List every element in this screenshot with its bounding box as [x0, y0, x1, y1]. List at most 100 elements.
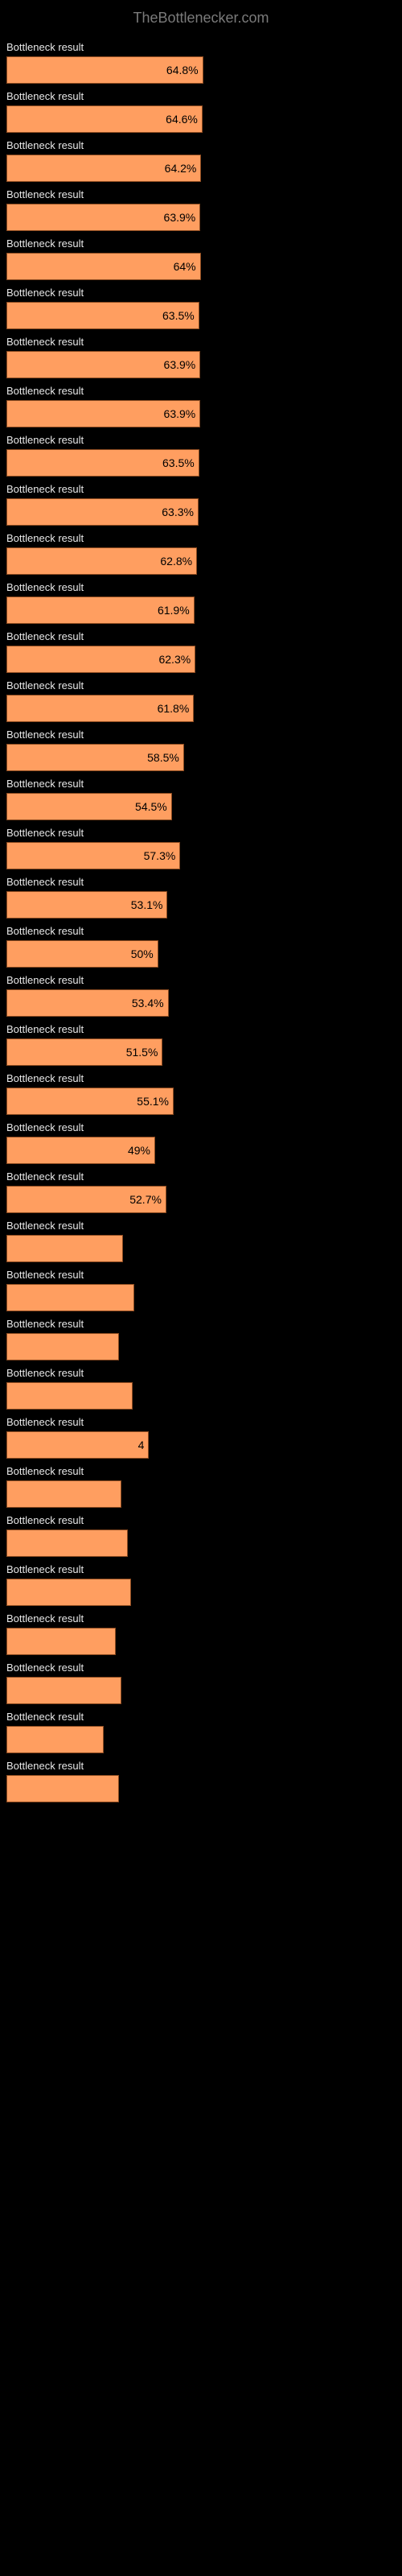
chart-row: Bottleneck result51.5% — [6, 1023, 396, 1066]
chart-row: Bottleneck result 62.3% — [6, 630, 396, 673]
chart-row: Bottleneck result — [6, 1612, 396, 1655]
bar-track — [6, 1235, 396, 1262]
row-label: Bottleneck result — [6, 434, 396, 446]
bar-track — [6, 1726, 396, 1753]
bar-fill — [6, 1431, 149, 1459]
row-label: Bottleneck result — [6, 287, 396, 299]
bar-track — [6, 1382, 396, 1410]
bar-fill — [6, 1333, 119, 1360]
bar-value: 52.7% — [129, 1193, 162, 1206]
row-label: Bottleneck result — [6, 41, 396, 53]
bar-track: 58.5% — [6, 744, 396, 771]
row-label: Bottleneck result — [6, 1121, 396, 1133]
row-label: Bottleneck result — [6, 1367, 396, 1379]
bar-value: 62.8% — [160, 555, 192, 568]
bar-fill — [6, 1579, 131, 1606]
bar-value: 64.6% — [166, 113, 198, 126]
bar-value: 53.4% — [132, 997, 164, 1009]
bar-track: 64.6% — [6, 105, 396, 133]
row-label: Bottleneck result — [6, 483, 396, 495]
row-label: Bottleneck result — [6, 630, 396, 642]
bar-track — [6, 1677, 396, 1704]
bar-track: 61.8% — [6, 695, 396, 722]
bar-track: 62.8% — [6, 547, 396, 575]
page-header: TheBottlenecker.com — [6, 10, 396, 27]
bar-track: 63.5% — [6, 449, 396, 477]
row-label: Bottleneck result — [6, 974, 396, 986]
bar-fill — [6, 1284, 134, 1311]
row-label: Bottleneck result — [6, 1318, 396, 1330]
bar-fill — [6, 1480, 121, 1508]
bar-track: 57.3% — [6, 842, 396, 869]
chart-row: Bottleneck result — [6, 1318, 396, 1360]
row-label: Bottleneck result — [6, 1023, 396, 1035]
bar-fill — [6, 253, 201, 280]
row-label: Bottleneck result — [6, 1465, 396, 1477]
bar-value: 53.1% — [131, 898, 163, 911]
bar-value: 54.5% — [135, 800, 167, 813]
bar-track: 50% — [6, 940, 396, 968]
row-label: Bottleneck result — [6, 1711, 396, 1723]
row-label: Bottleneck result — [6, 1514, 396, 1526]
chart-row: Bottleneck result 53.1% — [6, 876, 396, 919]
bar-track — [6, 1628, 396, 1655]
chart-row: Bottleneck result 58.5% — [6, 729, 396, 771]
chart-row: Bottleneck result 64.6% — [6, 90, 396, 133]
site-title: TheBottlenecker.com — [133, 10, 269, 26]
bar-fill — [6, 1726, 104, 1753]
chart-row: Bottleneck result 64% — [6, 237, 396, 280]
row-label: Bottleneck result — [6, 139, 396, 151]
row-label: Bottleneck result — [6, 876, 396, 888]
chart-row: Bottleneck result — [6, 1269, 396, 1311]
bar-value: 63.3% — [162, 506, 194, 518]
chart-row: Bottleneck result 64.2% — [6, 139, 396, 182]
bar-value: 49% — [128, 1144, 150, 1157]
bar-value: 64.2% — [165, 162, 197, 175]
bar-value: 64.8% — [166, 64, 199, 76]
row-label: Bottleneck result — [6, 188, 396, 200]
bar-track — [6, 1480, 396, 1508]
bar-value: 63.9% — [164, 358, 196, 371]
row-label: Bottleneck result — [6, 532, 396, 544]
bar-value: 64% — [174, 260, 196, 273]
bar-value: 63.9% — [164, 211, 196, 224]
chart-row: Bottleneck result 52.7% — [6, 1170, 396, 1213]
chart-row: Bottleneck result 53.4% — [6, 974, 396, 1017]
row-label: Bottleneck result — [6, 1072, 396, 1084]
chart-row: Bottleneck result63.9% — [6, 385, 396, 427]
chart-row: Bottleneck result4 — [6, 1416, 396, 1459]
bar-track: 54.5% — [6, 793, 396, 820]
bar-track — [6, 1284, 396, 1311]
row-label: Bottleneck result — [6, 1170, 396, 1183]
bar-track: 52.7% — [6, 1186, 396, 1213]
bar-track: 49% — [6, 1137, 396, 1164]
chart-row: Bottleneck result61.8% — [6, 679, 396, 722]
bar-track: 62.3% — [6, 646, 396, 673]
chart-row: Bottleneck result — [6, 1662, 396, 1704]
bar-fill — [6, 1382, 133, 1410]
bar-value: 63.5% — [162, 456, 195, 469]
chart-row: Bottleneck result57.3% — [6, 827, 396, 869]
chart-row: Bottleneck result 64.8% — [6, 41, 396, 84]
row-label: Bottleneck result — [6, 581, 396, 593]
bar-value: 63.9% — [164, 407, 196, 420]
bar-track: 63.9% — [6, 400, 396, 427]
bar-value: 62.3% — [158, 653, 191, 666]
row-label: Bottleneck result — [6, 729, 396, 741]
row-label: Bottleneck result — [6, 925, 396, 937]
chart-row: Bottleneck result 63.9% — [6, 188, 396, 231]
bar-value: 61.8% — [158, 702, 190, 715]
chart-row: Bottleneck result 61.9% — [6, 581, 396, 624]
bar-fill — [6, 1628, 116, 1655]
bar-fill — [6, 1677, 121, 1704]
row-label: Bottleneck result — [6, 336, 396, 348]
bar-track: 53.4% — [6, 989, 396, 1017]
bar-track: 63.9% — [6, 351, 396, 378]
row-label: Bottleneck result — [6, 90, 396, 102]
row-label: Bottleneck result — [6, 1760, 396, 1772]
bar-track — [6, 1579, 396, 1606]
row-label: Bottleneck result — [6, 237, 396, 250]
bar-track: 55.1% — [6, 1088, 396, 1115]
bar-track: 61.9% — [6, 597, 396, 624]
chart-row: Bottleneck result — [6, 1711, 396, 1753]
